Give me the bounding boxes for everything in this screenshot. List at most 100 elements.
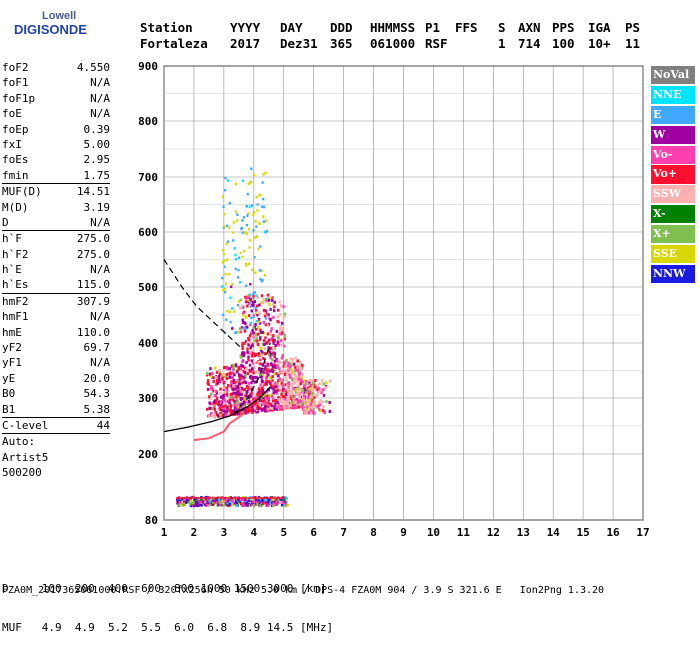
echo-pixel	[273, 407, 277, 411]
echo-pixel	[238, 390, 242, 394]
echo-pixel	[281, 371, 285, 375]
echo-pixel	[198, 501, 201, 504]
echo-pixel	[262, 356, 265, 360]
echo-pixel	[260, 205, 264, 208]
echo-pixel	[251, 410, 255, 414]
echo-pixel	[236, 370, 239, 374]
echo-pixel	[310, 406, 314, 410]
echo-pixel	[221, 285, 224, 288]
echo-pixel	[223, 380, 226, 384]
echo-pixel	[263, 205, 266, 209]
echo-pixel	[273, 402, 277, 406]
echo-pixel	[240, 227, 243, 231]
echo-pixel	[232, 384, 235, 388]
echo-pixel	[260, 375, 263, 379]
echo-pixel	[240, 377, 243, 381]
echo-pixel	[256, 332, 260, 336]
header-label-7: S	[498, 20, 506, 35]
echo-pixel	[194, 504, 197, 507]
echo-pixel	[265, 504, 268, 507]
echo-pixel	[250, 359, 253, 363]
echo-pixel	[311, 396, 314, 400]
echo-pixel	[202, 503, 205, 506]
echo-pixel	[213, 404, 216, 408]
echo-pixel	[251, 379, 255, 383]
echo-pixel	[293, 403, 297, 407]
echo-pixel	[267, 396, 270, 400]
echo-pixel	[247, 402, 250, 406]
param-name: h`Es	[2, 278, 29, 292]
echo-pixel	[228, 385, 232, 389]
echo-pixel	[277, 403, 281, 407]
echo-pixel	[226, 309, 229, 313]
param-name: yF1	[2, 356, 22, 370]
echo-pixel	[284, 365, 287, 369]
echo-pixel	[264, 336, 267, 340]
echo-pixel	[218, 501, 221, 504]
x-tick-label: 15	[577, 526, 590, 539]
echo-pixel	[280, 356, 284, 360]
echo-pixel	[274, 385, 278, 389]
echo-pixel	[230, 395, 233, 399]
echo-pixel	[210, 371, 213, 375]
echo-pixel	[247, 343, 250, 347]
param-row: foE N/A	[2, 106, 110, 121]
echo-pixel	[246, 347, 249, 351]
echo-pixel	[231, 498, 235, 502]
echo-pixel	[208, 503, 212, 507]
header-value-3: 365	[330, 36, 353, 51]
echo-pixel	[248, 395, 251, 399]
echo-pixel	[241, 351, 244, 355]
echo-pixel	[318, 382, 321, 386]
echo-pixel	[252, 173, 256, 177]
echo-pixel	[230, 371, 233, 375]
echo-pixel	[255, 376, 259, 380]
x-tick-label: 17	[636, 526, 649, 539]
echo-pixel	[260, 379, 264, 383]
echo-pixel	[285, 378, 288, 382]
param-name: yE	[2, 371, 16, 385]
echo-pixel	[226, 179, 230, 182]
echo-pixel	[217, 503, 220, 506]
echo-pixel	[281, 385, 285, 389]
echo-pixel	[273, 359, 277, 363]
echo-pixel	[239, 403, 243, 407]
echo-pixel	[290, 389, 293, 393]
echo-pixel	[288, 373, 291, 377]
echo-pixel	[262, 396, 265, 400]
echo-pixel	[211, 407, 214, 411]
echo-pixel	[205, 407, 209, 411]
echo-pixel	[273, 392, 277, 396]
echo-pixel	[299, 367, 302, 371]
echo-pixel	[292, 406, 296, 410]
echo-pixel	[255, 235, 259, 238]
echo-pixel	[228, 375, 231, 379]
echo-pixel	[309, 403, 313, 407]
echo-pixel	[208, 397, 211, 401]
echo-pixel	[261, 390, 264, 394]
param-row: hmE 110.0	[2, 325, 110, 340]
echo-pixel	[210, 413, 213, 417]
echo-pixel	[292, 404, 295, 408]
echo-pixel	[234, 380, 237, 384]
echo-pixel	[301, 363, 304, 367]
echo-pixel	[226, 504, 230, 507]
echo-pixel	[276, 498, 280, 502]
echo-pixel	[260, 353, 263, 357]
echo-pixel	[227, 367, 230, 371]
echo-pixel	[249, 180, 253, 184]
echo-pixel	[258, 367, 261, 371]
y-tick-label: 700	[138, 171, 158, 184]
muf-row: MUF 4.9 4.9 5.2 5.5 6.0 6.8 8.9 14.5 [MH…	[2, 621, 334, 634]
echo-pixel	[276, 379, 280, 383]
param-value: N/A	[90, 91, 110, 105]
echo-pixel	[290, 378, 294, 382]
echo-pixel	[270, 404, 274, 408]
header-label-3: DDD	[330, 20, 353, 35]
echo-pixel	[222, 373, 226, 377]
echo-pixel	[298, 394, 301, 398]
echo-pixel	[249, 305, 252, 308]
echo-pixel	[188, 502, 192, 506]
echo-pixel	[287, 381, 290, 385]
x-tick-label: 14	[547, 526, 561, 539]
